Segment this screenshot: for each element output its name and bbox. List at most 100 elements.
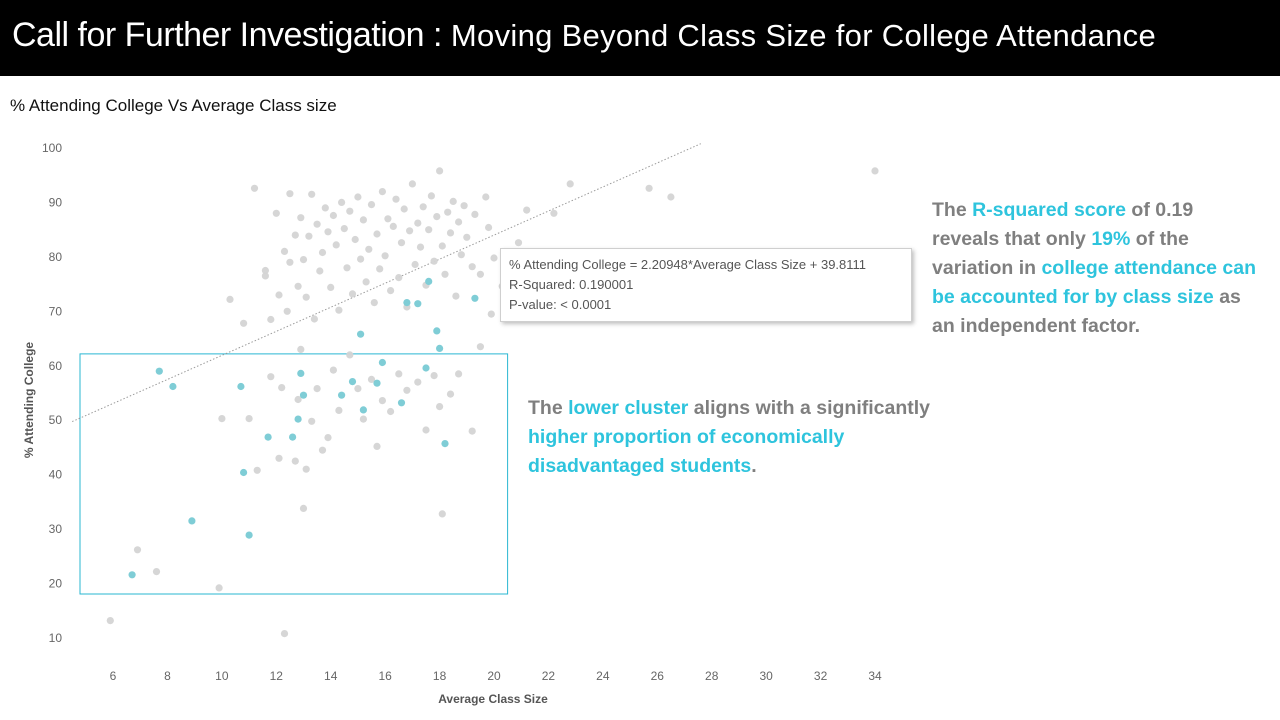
scatter-point (152, 568, 161, 576)
scatter-point (387, 407, 395, 416)
scatter-point (318, 446, 327, 454)
slide-title: Call for Further Investigation : Moving … (12, 16, 1156, 55)
scatter-point-highlight (441, 440, 449, 448)
scatter-point (419, 203, 427, 211)
y-tick-label: 100 (42, 141, 62, 155)
scatter-point-highlight (348, 378, 357, 386)
scatter-point (286, 258, 294, 266)
title-main: Call for Further Investigation (12, 16, 425, 54)
scatter-point (280, 247, 289, 255)
y-tick-label: 10 (49, 631, 63, 645)
note-text: aligns with a significantly (688, 397, 931, 419)
scatter-point (471, 210, 479, 218)
scatter-point (433, 213, 441, 221)
note-text: The (528, 397, 569, 419)
scatter-point-highlight (155, 367, 163, 375)
scatter-point (359, 415, 367, 423)
scatter-point (343, 264, 351, 272)
x-tick-label: 14 (324, 669, 338, 683)
scatter-point (275, 454, 283, 462)
scatter-point-highlight (414, 300, 422, 308)
scatter-point (523, 206, 531, 214)
scatter-point (283, 307, 291, 315)
scatter-point (294, 395, 302, 404)
scatter-point (395, 274, 403, 282)
x-tick-label: 26 (651, 669, 665, 683)
scatter-point (362, 278, 370, 286)
scatter-point (457, 251, 465, 259)
scatter-point (245, 415, 253, 423)
scatter-point (566, 180, 574, 188)
scatter-point (335, 406, 343, 414)
scatter-point (387, 287, 395, 295)
scatter-point-highlight (471, 294, 479, 302)
scatter-point (275, 291, 283, 299)
scatter-point (346, 351, 354, 359)
scatter-point (438, 242, 446, 250)
scatter-point (286, 190, 294, 198)
note-highlight: college attendance can be accounted for … (932, 257, 1257, 308)
scatter-point (240, 319, 248, 327)
scatter-point (316, 267, 324, 275)
scatter-point (430, 257, 438, 265)
scatter-point (332, 241, 340, 249)
scatter-point (133, 546, 142, 554)
scatter-point (370, 299, 378, 307)
y-tick-label: 50 (49, 413, 63, 427)
scatter-point-highlight (245, 531, 253, 539)
scatter-point-highlight (237, 382, 245, 391)
note-text: . (751, 455, 757, 477)
scatter-point (261, 266, 269, 275)
scatter-point (490, 254, 498, 262)
y-tick-label: 30 (49, 522, 63, 536)
trend-line (71, 143, 702, 423)
title-separator: : (424, 16, 451, 54)
note-text: of the variation in (932, 228, 1189, 279)
scatter-point (359, 216, 367, 224)
scatter-point-highlight (294, 415, 302, 423)
scatter-point (313, 220, 321, 228)
x-tick-label: 30 (759, 669, 773, 683)
scatter-point (378, 188, 386, 196)
scatter-point (313, 385, 321, 393)
scatter-point (460, 202, 468, 210)
scatter-point-highlight (433, 327, 441, 335)
scatter-point (354, 385, 362, 393)
scatter-point (302, 293, 310, 301)
scatter-point (308, 417, 316, 425)
regression-tooltip: % Attending College = 2.20948*Average Cl… (500, 248, 912, 322)
scatter-point (354, 193, 362, 201)
scatter-point (468, 263, 476, 271)
scatter-point (384, 215, 392, 223)
scatter-point (436, 167, 444, 175)
scatter-point (351, 235, 359, 244)
scatter-point-highlight (188, 517, 196, 525)
x-tick-label: 18 (433, 669, 447, 683)
scatter-point (392, 195, 400, 203)
note-highlight: R-squared score (972, 199, 1126, 221)
scatter-point (411, 260, 419, 269)
scatter-point-highlight (169, 382, 177, 391)
scatter-point (302, 465, 310, 473)
scatter-point-highlight (264, 433, 272, 441)
scatter-point (106, 617, 114, 625)
scatter-point (253, 466, 261, 474)
scatter-point (294, 282, 302, 290)
scatter-point (645, 184, 653, 192)
y-axis-label: % Attending College (22, 342, 36, 459)
scatter-point-highlight (403, 299, 411, 307)
scatter-point (280, 630, 289, 638)
note-highlight: higher proportion of economically disadv… (528, 426, 845, 477)
scatter-point (338, 198, 346, 206)
x-tick-label: 24 (596, 669, 610, 683)
scatter-point (414, 219, 422, 227)
scatter-point (250, 184, 259, 192)
scatter-point (291, 231, 299, 239)
x-tick-label: 12 (270, 669, 284, 683)
scatter-point (308, 190, 316, 198)
scatter-point-highlight (359, 406, 367, 414)
y-tick-label: 60 (49, 359, 63, 373)
scatter-point-highlight (425, 277, 433, 285)
scatter-point (430, 372, 438, 380)
